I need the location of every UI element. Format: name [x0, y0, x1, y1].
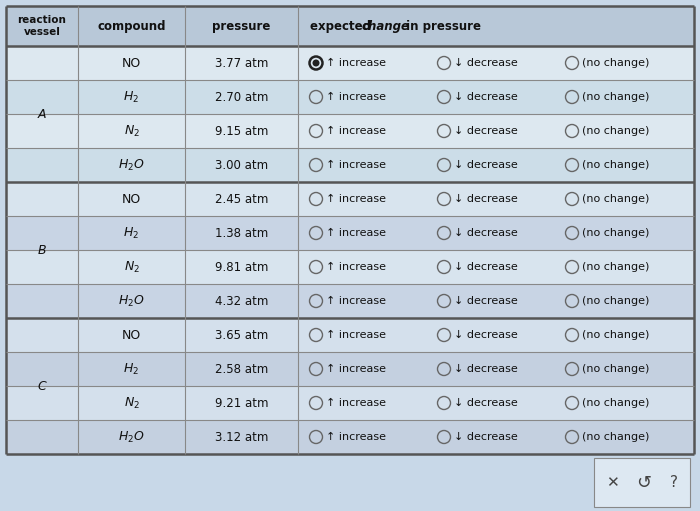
Text: 9.15 atm: 9.15 atm	[215, 125, 268, 137]
Text: ↓ decrease: ↓ decrease	[454, 228, 517, 238]
Bar	[6, 386, 694, 420]
Text: $H_2O$: $H_2O$	[118, 293, 145, 309]
Text: 9.81 atm: 9.81 atm	[215, 261, 268, 273]
Text: B: B	[38, 244, 46, 257]
Text: 3.65 atm: 3.65 atm	[215, 329, 268, 341]
Text: ↑ increase: ↑ increase	[326, 262, 386, 272]
Text: $H_2$: $H_2$	[123, 361, 139, 377]
Text: C: C	[38, 380, 46, 392]
Text: $H_2$: $H_2$	[123, 89, 139, 105]
Bar	[6, 46, 694, 80]
Text: 3.00 atm: 3.00 atm	[215, 158, 268, 172]
Text: (no change): (no change)	[582, 228, 649, 238]
Text: 3.77 atm: 3.77 atm	[215, 57, 268, 69]
Bar	[6, 420, 694, 454]
Text: $H_2$: $H_2$	[123, 225, 139, 241]
Text: ↑ increase: ↑ increase	[326, 126, 386, 136]
Bar	[6, 216, 694, 250]
Text: (no change): (no change)	[582, 432, 649, 442]
Text: 1.38 atm: 1.38 atm	[215, 226, 268, 240]
Text: NO: NO	[122, 329, 141, 341]
Text: (no change): (no change)	[582, 58, 649, 68]
Text: ↓ decrease: ↓ decrease	[454, 126, 517, 136]
Text: $N_2$: $N_2$	[123, 124, 139, 138]
Text: compound: compound	[97, 19, 166, 33]
Bar	[6, 80, 694, 114]
Text: ↓ decrease: ↓ decrease	[454, 92, 517, 102]
Text: A: A	[38, 107, 46, 121]
Text: pressure: pressure	[212, 19, 271, 33]
Bar	[6, 148, 694, 182]
Text: (no change): (no change)	[582, 330, 649, 340]
Text: (no change): (no change)	[582, 92, 649, 102]
Text: NO: NO	[122, 57, 141, 69]
Text: ↑ increase: ↑ increase	[326, 398, 386, 408]
Bar	[6, 114, 694, 148]
Circle shape	[312, 59, 319, 66]
Text: ↺: ↺	[636, 474, 652, 492]
Text: NO: NO	[122, 193, 141, 205]
Bar	[6, 250, 694, 284]
Text: (no change): (no change)	[582, 126, 649, 136]
Bar	[6, 284, 694, 318]
Text: ↑ increase: ↑ increase	[326, 58, 386, 68]
Text: 4.32 atm: 4.32 atm	[215, 294, 268, 308]
Text: (no change): (no change)	[582, 262, 649, 272]
Text: change: change	[362, 19, 410, 33]
Text: (no change): (no change)	[582, 364, 649, 374]
Text: ↑ increase: ↑ increase	[326, 228, 386, 238]
Text: (no change): (no change)	[582, 194, 649, 204]
Bar	[6, 318, 694, 352]
Text: ↑ increase: ↑ increase	[326, 364, 386, 374]
Bar	[594, 458, 690, 507]
Bar	[6, 6, 694, 46]
Text: 3.12 atm: 3.12 atm	[215, 430, 268, 444]
Bar	[6, 352, 694, 386]
Text: ↓ decrease: ↓ decrease	[454, 296, 517, 306]
Text: 9.21 atm: 9.21 atm	[215, 397, 268, 409]
Text: ↑ increase: ↑ increase	[326, 330, 386, 340]
Text: ↓ decrease: ↓ decrease	[454, 160, 517, 170]
Text: ↓ decrease: ↓ decrease	[454, 398, 517, 408]
Text: ↑ increase: ↑ increase	[326, 194, 386, 204]
Text: ↓ decrease: ↓ decrease	[454, 194, 517, 204]
Text: expected: expected	[310, 19, 375, 33]
Text: $N_2$: $N_2$	[123, 396, 139, 410]
Text: ↓ decrease: ↓ decrease	[454, 432, 517, 442]
Text: ?: ?	[670, 475, 678, 490]
Text: ↑ increase: ↑ increase	[326, 160, 386, 170]
Text: reaction
vessel: reaction vessel	[18, 15, 66, 37]
Text: ↑ increase: ↑ increase	[326, 296, 386, 306]
Text: ↓ decrease: ↓ decrease	[454, 364, 517, 374]
Text: (no change): (no change)	[582, 296, 649, 306]
Text: ↑ increase: ↑ increase	[326, 92, 386, 102]
Text: $N_2$: $N_2$	[123, 260, 139, 274]
Text: 2.45 atm: 2.45 atm	[215, 193, 268, 205]
Text: ↑ increase: ↑ increase	[326, 432, 386, 442]
Text: $H_2O$: $H_2O$	[118, 429, 145, 445]
Text: (no change): (no change)	[582, 160, 649, 170]
Text: in pressure: in pressure	[402, 19, 481, 33]
Text: ✕: ✕	[606, 475, 618, 490]
Text: (no change): (no change)	[582, 398, 649, 408]
Text: ↓ decrease: ↓ decrease	[454, 330, 517, 340]
Text: $H_2O$: $H_2O$	[118, 157, 145, 173]
Text: 2.70 atm: 2.70 atm	[215, 90, 268, 104]
Text: ↓ decrease: ↓ decrease	[454, 262, 517, 272]
Bar	[6, 182, 694, 216]
Text: 2.58 atm: 2.58 atm	[215, 362, 268, 376]
Text: ↓ decrease: ↓ decrease	[454, 58, 517, 68]
